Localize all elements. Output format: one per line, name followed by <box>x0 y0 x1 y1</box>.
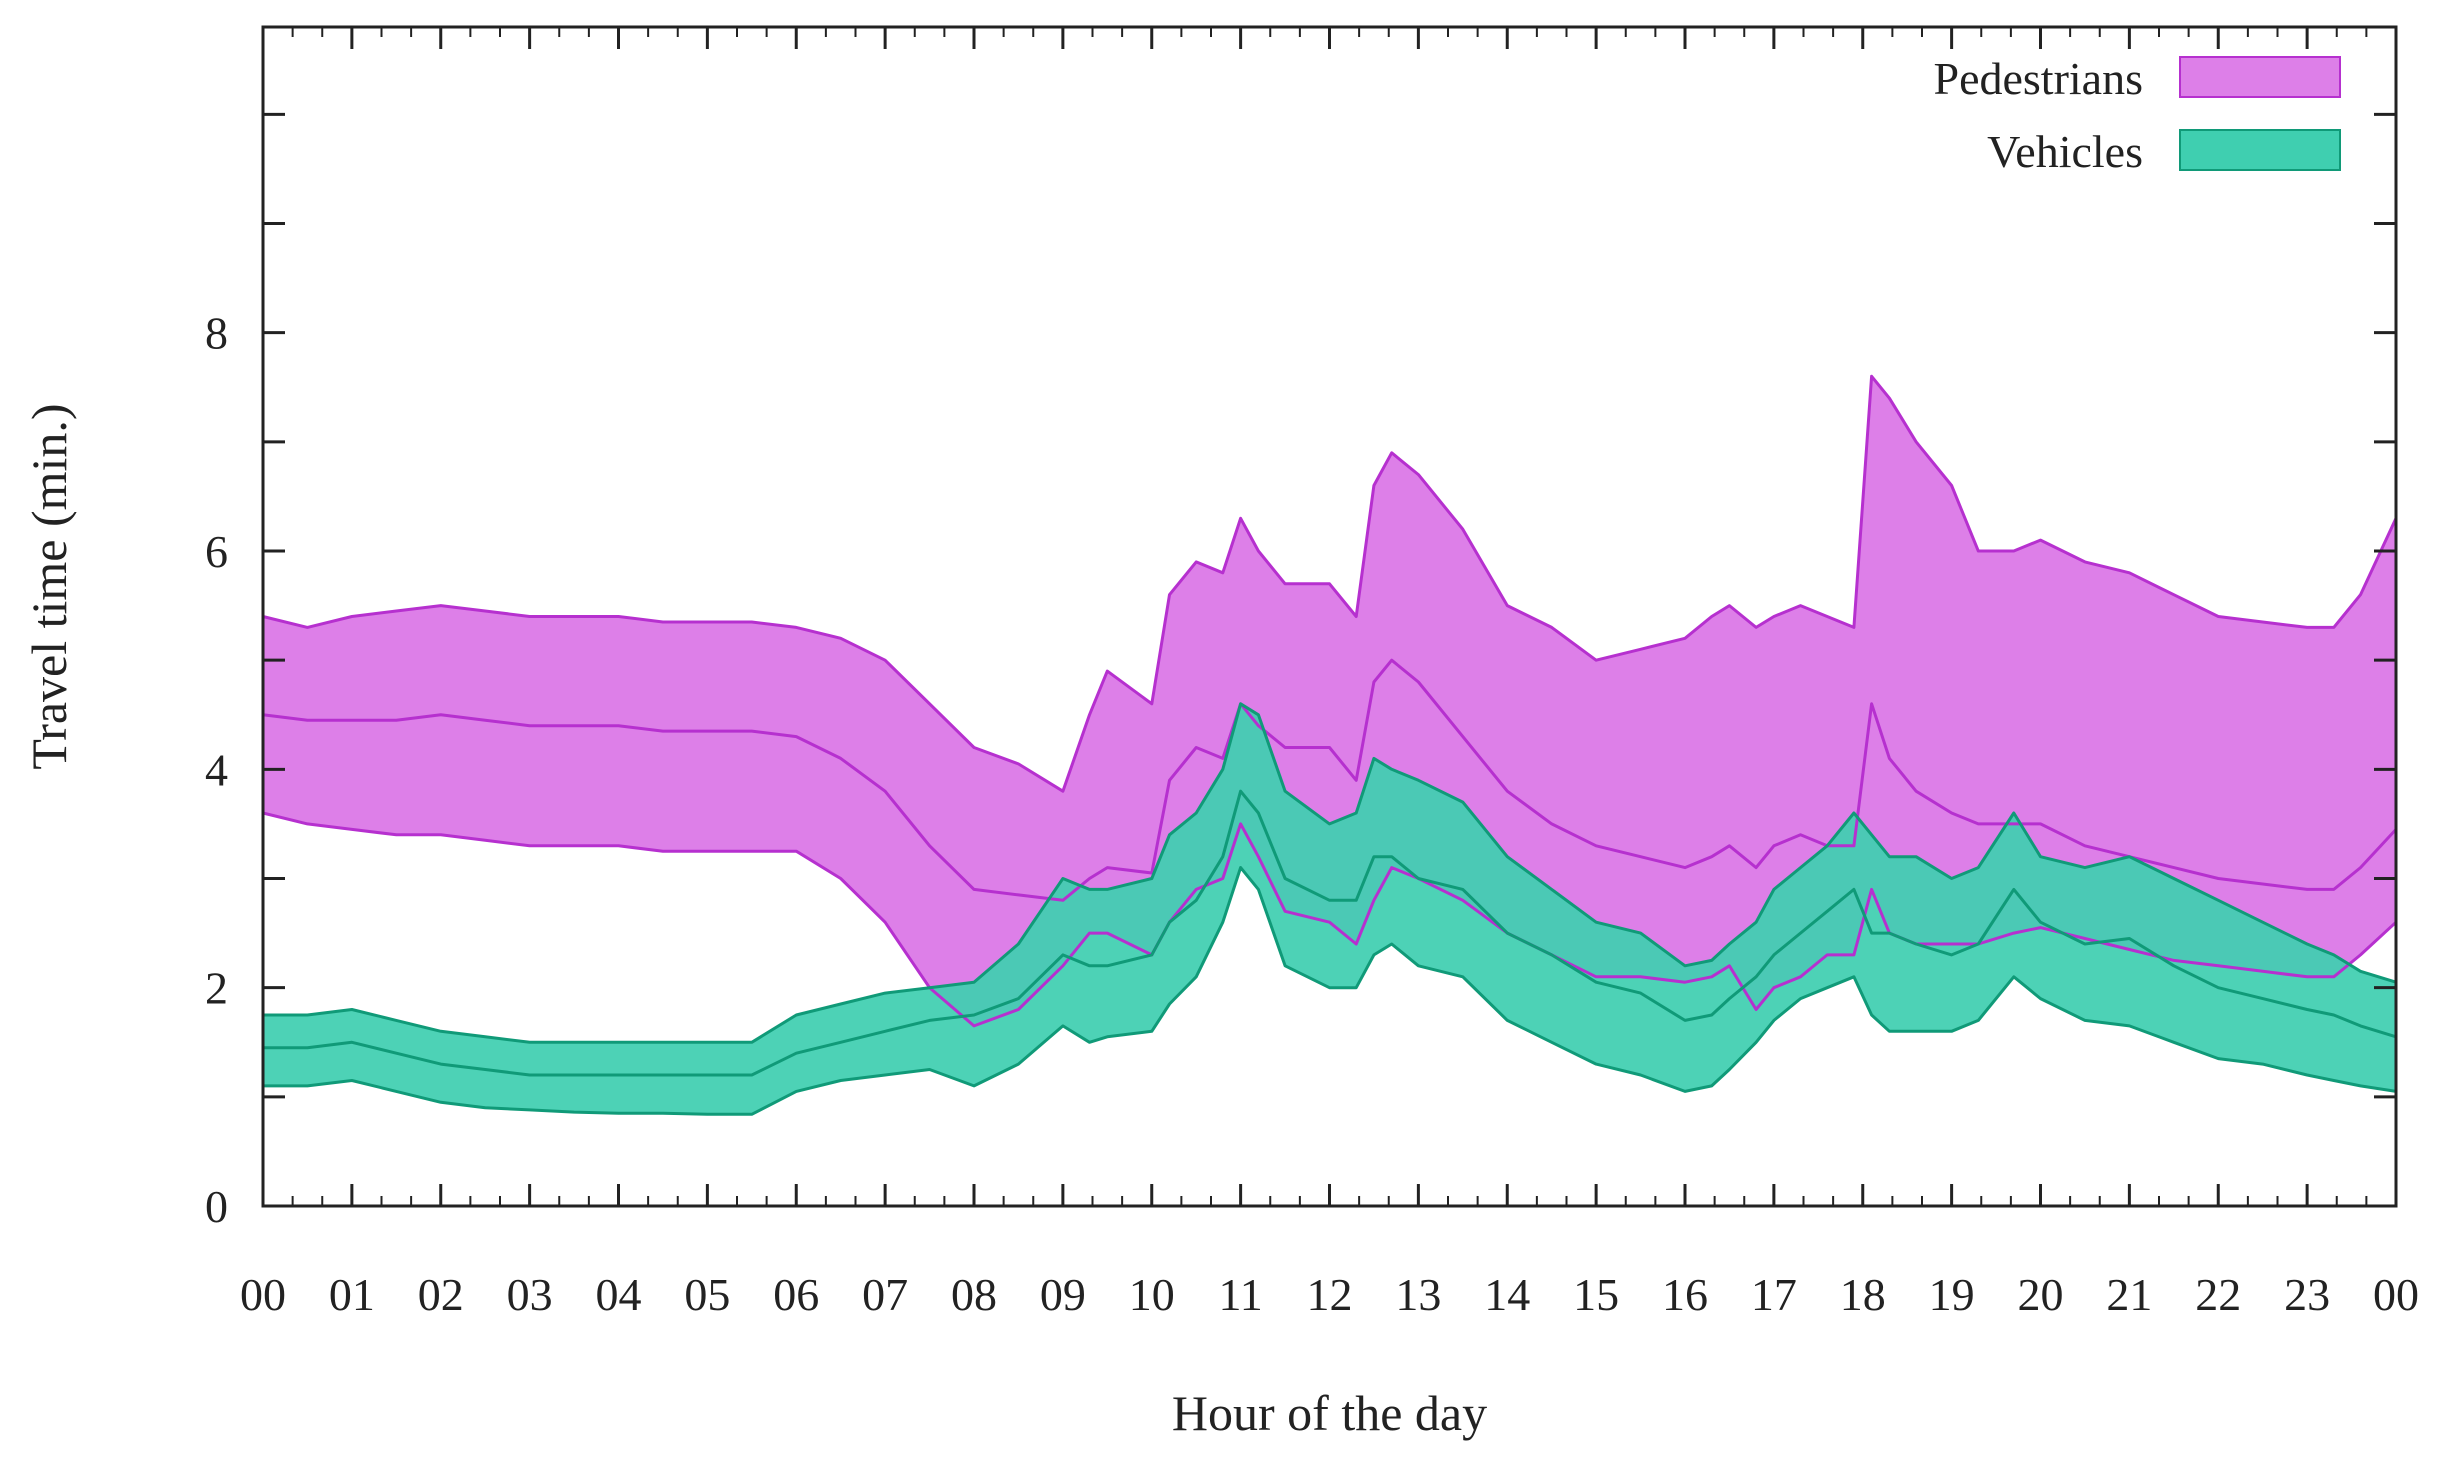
x-tick-label: 02 <box>418 1269 464 1320</box>
x-tick-label: 05 <box>684 1269 730 1320</box>
vehicles-upper-line <box>263 702 2397 1044</box>
x-tick-label: 19 <box>1929 1269 1975 1320</box>
x-tick-label: 13 <box>1395 1269 1441 1320</box>
vehicles-legend-label: Vehicles <box>1987 126 2143 177</box>
legend: Pedestrians Vehicles <box>1933 53 2341 177</box>
x-tick-label: 17 <box>1751 1269 1797 1320</box>
vehicles-lower-line <box>263 866 2397 1116</box>
vehicles-middle-line <box>263 789 2397 1077</box>
y-tick-label: 6 <box>205 526 228 577</box>
y-tick-label: 0 <box>205 1181 228 1232</box>
x-tick-label: 23 <box>2284 1269 2330 1320</box>
pedestrians-legend-label: Pedestrians <box>1933 53 2143 104</box>
x-tick-label: 09 <box>1040 1269 1086 1320</box>
x-tick-label: 01 <box>329 1269 375 1320</box>
pedestrians-lower-line <box>262 811 2398 1028</box>
x-tick-label: 14 <box>1484 1269 1530 1320</box>
y-axis-label: Travel time (min.) <box>21 403 77 769</box>
x-tick-label: 08 <box>951 1269 997 1320</box>
x-tick-label: 12 <box>1307 1269 1353 1320</box>
x-tick-label: 00 <box>2373 1269 2419 1320</box>
band-layer <box>263 376 2396 1115</box>
x-tick-label: 16 <box>1662 1269 1708 1320</box>
line-layer <box>262 374 2398 1116</box>
x-tick-label: 18 <box>1840 1269 1886 1320</box>
x-tick-label: 10 <box>1129 1269 1175 1320</box>
x-tick-label: 21 <box>2106 1269 2152 1320</box>
x-axis-label: Hour of the day <box>1172 1385 1487 1441</box>
x-tick-label: 03 <box>507 1269 553 1320</box>
y-tick-label: 8 <box>205 308 228 359</box>
x-tick-label: 11 <box>1218 1269 1262 1320</box>
tick-layer: 00 01 02 03 04 05 06 07 08 09 10 11 12 13 14 15 16 17 18 19… <box>205 27 2419 1320</box>
x-tick-label: 22 <box>2195 1269 2241 1320</box>
x-tick-label: 00 <box>240 1269 286 1320</box>
vehicles-band <box>263 703 2396 1115</box>
vehicles-legend-swatch <box>2179 129 2341 171</box>
x-tick-label: 15 <box>1573 1269 1619 1320</box>
y-tick-label: 4 <box>205 744 228 795</box>
pedestrians-upper-line <box>262 374 2398 793</box>
x-tick-label: 07 <box>862 1269 908 1320</box>
x-tick-label: 06 <box>773 1269 819 1320</box>
y-tick-label: 2 <box>205 963 228 1014</box>
x-tick-label: 20 <box>2018 1269 2064 1320</box>
x-tick-label: 04 <box>596 1269 642 1320</box>
pedestrians-legend-swatch <box>2179 56 2341 98</box>
